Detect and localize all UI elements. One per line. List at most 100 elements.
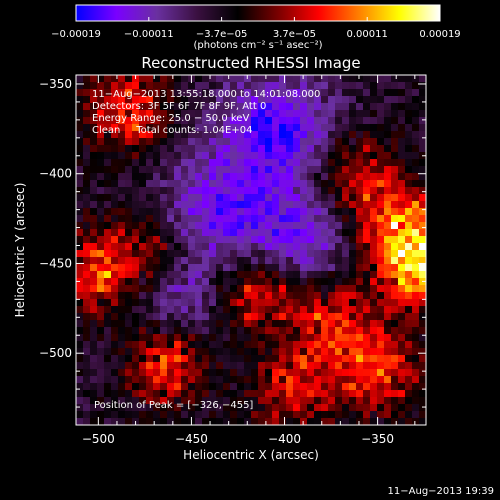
heatmap-cell xyxy=(272,173,280,181)
heatmap-cell xyxy=(146,138,154,146)
heatmap-cell xyxy=(153,103,161,111)
heatmap-cell xyxy=(377,341,385,349)
heatmap-cell xyxy=(146,180,154,188)
heatmap-cell xyxy=(118,278,126,286)
heatmap-cell xyxy=(384,138,392,146)
heatmap-cell xyxy=(76,334,84,342)
heatmap-cell xyxy=(286,250,294,258)
heatmap-cell xyxy=(216,222,224,230)
heatmap-cell xyxy=(244,411,252,419)
heatmap-cell xyxy=(244,103,252,111)
heatmap-cell xyxy=(370,313,378,321)
heatmap-cell xyxy=(314,82,322,90)
heatmap-cell xyxy=(384,166,392,174)
heatmap-cell xyxy=(363,187,371,195)
heatmap-cell xyxy=(195,124,203,132)
heatmap-cell xyxy=(202,348,210,356)
heatmap-cell xyxy=(286,82,294,90)
heatmap-cell xyxy=(398,117,406,125)
heatmap-cell xyxy=(370,306,378,314)
heatmap-cell xyxy=(377,96,385,104)
heatmap-cell xyxy=(83,327,91,335)
heatmap-cell xyxy=(76,131,84,139)
heatmap-cell xyxy=(258,222,266,230)
heatmap-cell xyxy=(97,89,105,97)
heatmap-cell xyxy=(384,187,392,195)
heatmap-cell xyxy=(356,264,364,272)
heatmap-cell xyxy=(258,383,266,391)
heatmap-cell xyxy=(272,166,280,174)
heatmap-cell xyxy=(76,257,84,265)
heatmap-cell xyxy=(265,306,273,314)
heatmap-cell xyxy=(405,320,413,328)
heatmap-cell xyxy=(118,124,126,132)
heatmap-cell xyxy=(419,264,426,272)
heatmap-cell xyxy=(293,75,301,83)
heatmap-cell xyxy=(76,117,84,125)
heatmap-cell xyxy=(146,341,154,349)
heatmap-cell xyxy=(314,327,322,335)
heatmap-cell xyxy=(328,166,336,174)
heatmap-cell xyxy=(370,194,378,202)
heatmap-cell xyxy=(181,355,189,363)
heatmap-cell xyxy=(90,201,98,209)
heatmap-cell xyxy=(153,271,161,279)
heatmap-cell xyxy=(335,173,343,181)
heatmap-cell xyxy=(111,250,119,258)
heatmap-cell xyxy=(384,285,392,293)
heatmap-cell xyxy=(202,152,210,160)
heatmap-cell xyxy=(391,124,399,132)
heatmap-cell xyxy=(279,411,287,419)
heatmap-cell xyxy=(244,194,252,202)
heatmap-cell xyxy=(272,369,280,377)
heatmap-cell xyxy=(202,341,210,349)
heatmap-cell xyxy=(314,250,322,258)
heatmap-cell xyxy=(286,152,294,160)
heatmap-cell xyxy=(223,264,231,272)
heatmap-cell xyxy=(349,229,357,237)
colorbar-tick-label: −0.00019 xyxy=(51,29,101,40)
heatmap-cell xyxy=(286,355,294,363)
heatmap-cell xyxy=(342,418,350,425)
heatmap-cell xyxy=(202,75,210,83)
heatmap-cell xyxy=(258,299,266,307)
heatmap-cell xyxy=(265,327,273,335)
heatmap-cell xyxy=(286,236,294,244)
heatmap-cell xyxy=(237,271,245,279)
heatmap-cell xyxy=(370,215,378,223)
heatmap-cell xyxy=(412,145,420,153)
heatmap-cell xyxy=(188,278,196,286)
heatmap-cell xyxy=(293,236,301,244)
heatmap-cell xyxy=(398,404,406,412)
heatmap-cell xyxy=(223,208,231,216)
heatmap-cell xyxy=(272,404,280,412)
heatmap-cell xyxy=(146,96,154,104)
heatmap-cell xyxy=(209,397,217,405)
heatmap-cell xyxy=(349,180,357,188)
heatmap-cell xyxy=(349,320,357,328)
heatmap-cell xyxy=(419,299,426,307)
heatmap-cell xyxy=(363,264,371,272)
heatmap-cell xyxy=(307,243,315,251)
heatmap-cell xyxy=(181,103,189,111)
heatmap-cell xyxy=(104,327,112,335)
heatmap-cell xyxy=(125,215,133,223)
heatmap-cell xyxy=(209,82,217,90)
heatmap-cell xyxy=(223,355,231,363)
heatmap-cell xyxy=(111,397,119,405)
heatmap-cell xyxy=(83,243,91,251)
heatmap-cell xyxy=(377,75,385,83)
heatmap-cell xyxy=(139,306,147,314)
heatmap-cell xyxy=(370,334,378,342)
heatmap-cell xyxy=(160,103,168,111)
heatmap-cell xyxy=(258,320,266,328)
heatmap-cell xyxy=(132,82,140,90)
heatmap-cell xyxy=(188,320,196,328)
heatmap-cell xyxy=(370,341,378,349)
heatmap-cell xyxy=(139,215,147,223)
heatmap-cell xyxy=(209,180,217,188)
heatmap-cell xyxy=(349,187,357,195)
heatmap-cell xyxy=(181,250,189,258)
heatmap-cell xyxy=(132,278,140,286)
heatmap-cell xyxy=(90,152,98,160)
